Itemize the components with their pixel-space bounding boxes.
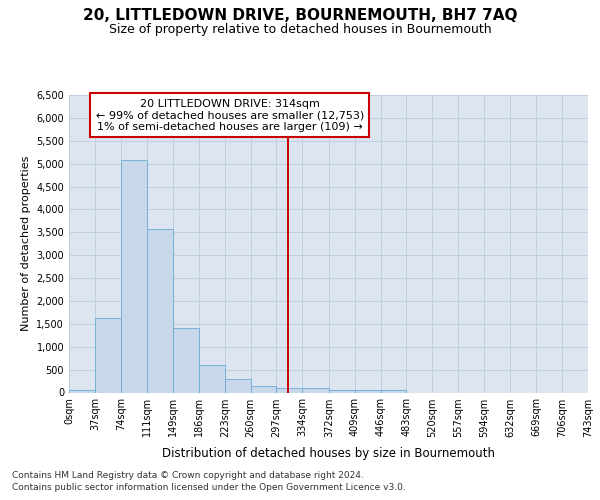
Bar [199, 366, 225, 392]
Bar [355, 390, 380, 392]
Text: 20, LITTLEDOWN DRIVE, BOURNEMOUTH, BH7 7AQ: 20, LITTLEDOWN DRIVE, BOURNEMOUTH, BH7 7… [83, 8, 517, 22]
Bar [173, 328, 199, 392]
Bar [121, 160, 146, 392]
Bar [95, 318, 121, 392]
Bar [225, 379, 251, 392]
Text: Contains HM Land Registry data © Crown copyright and database right 2024.: Contains HM Land Registry data © Crown c… [12, 471, 364, 480]
Bar [329, 390, 355, 392]
Bar [302, 388, 329, 392]
Bar [69, 390, 95, 392]
Bar [277, 388, 302, 392]
Bar [146, 228, 173, 392]
Text: Contains public sector information licensed under the Open Government Licence v3: Contains public sector information licen… [12, 484, 406, 492]
Y-axis label: Number of detached properties: Number of detached properties [21, 156, 31, 332]
Text: 20 LITTLEDOWN DRIVE: 314sqm
← 99% of detached houses are smaller (12,753)
1% of : 20 LITTLEDOWN DRIVE: 314sqm ← 99% of det… [95, 98, 364, 132]
Bar [380, 390, 406, 392]
Bar [251, 386, 277, 392]
Text: Distribution of detached houses by size in Bournemouth: Distribution of detached houses by size … [162, 448, 496, 460]
Text: Size of property relative to detached houses in Bournemouth: Size of property relative to detached ho… [109, 22, 491, 36]
